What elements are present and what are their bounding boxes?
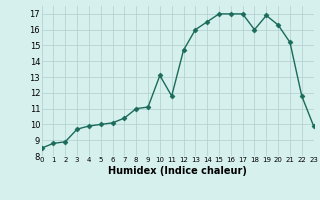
X-axis label: Humidex (Indice chaleur): Humidex (Indice chaleur) (108, 166, 247, 176)
